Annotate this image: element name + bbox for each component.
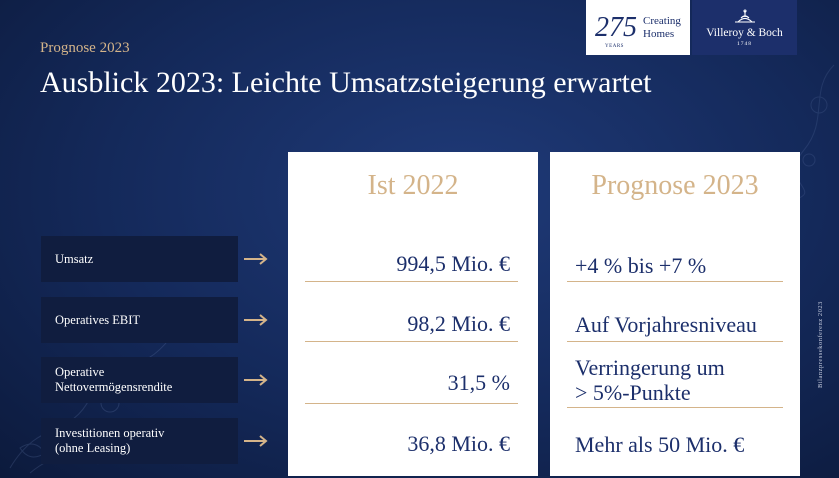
divider <box>567 341 783 342</box>
prognose-rendite-value: Verringerung um > 5%-Punkte <box>575 355 725 405</box>
brand-year: 1748 <box>737 40 752 47</box>
ist-umsatz-value: 994,5 Mio. € <box>396 251 510 276</box>
divider <box>567 281 783 282</box>
floral-decoration-right <box>795 64 835 199</box>
anniversary-logo: 275 YEARS Creating Homes <box>586 0 690 55</box>
ist-2022-card: Ist 2022 994,5 Mio. € 98,2 Mio. € 31,5 %… <box>288 152 538 476</box>
prognose-2023-heading: Prognose 2023 <box>591 170 759 201</box>
row-label-investitionen: Investitionen operativ (ohne Leasing) <box>41 418 238 464</box>
ist-investitionen-value: 36,8 Mio. € <box>407 431 510 456</box>
ist-2022-heading: Ist 2022 <box>367 170 459 201</box>
row-label-rendite: Operative Nettovermögensrendite <box>41 357 238 403</box>
row-label-umsatz: Umsatz <box>41 236 238 282</box>
arrow-right-icon <box>244 314 268 326</box>
arrow-right-icon <box>244 435 268 447</box>
slide-kicker: Prognose 2023 <box>40 40 130 56</box>
arrow-right-icon <box>244 374 268 386</box>
prognose-2023-card: Prognose 2023 +4 % bis +7 % Auf Vorjahre… <box>550 152 800 476</box>
brand-name: Villeroy & Boch <box>706 26 783 39</box>
ist-ebit-value: 98,2 Mio. € <box>407 311 510 336</box>
anniversary-number: 275 YEARS <box>595 11 638 49</box>
slide-title: Ausblick 2023: Leichte Umsatzsteigerung … <box>40 66 652 99</box>
divider <box>305 341 518 342</box>
prognose-investitionen-value: Mehr als 50 Mio. € <box>575 432 745 457</box>
brand-logo: Villeroy & Boch 1748 <box>692 0 797 55</box>
ist-rendite-value: 31,5 % <box>447 370 510 395</box>
divider <box>305 403 518 404</box>
arrow-right-icon <box>244 253 268 265</box>
divider <box>567 407 783 408</box>
fountain-icon <box>734 8 755 23</box>
anniversary-tagline: Creating Homes <box>643 14 681 40</box>
anniversary-years: YEARS <box>605 43 624 49</box>
side-caption: Bilanzpressekonferenz 2023 <box>817 301 824 388</box>
row-label-ebit: Operatives EBIT <box>41 297 238 343</box>
divider <box>305 281 518 282</box>
prognose-umsatz-value: +4 % bis +7 % <box>575 253 707 278</box>
prognose-ebit-value: Auf Vorjahresniveau <box>575 312 757 337</box>
